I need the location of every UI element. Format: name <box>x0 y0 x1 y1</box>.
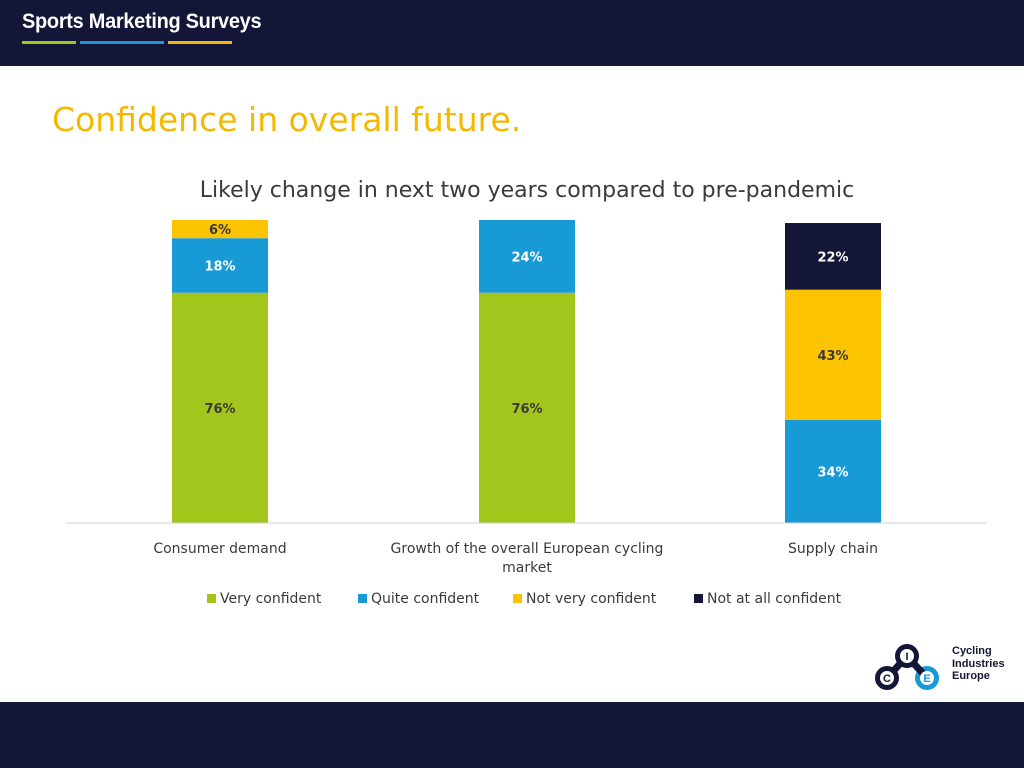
bar-data-label: 76% <box>204 402 235 417</box>
bar-data-label: 18% <box>204 259 235 274</box>
bar-data-label: 24% <box>511 250 542 265</box>
bar-data-label: 6% <box>209 223 231 238</box>
logo-letter-i: I <box>905 651 908 663</box>
brand-logo-text: Sports Marketing Surveys <box>22 10 262 33</box>
bar-data-label: 43% <box>817 349 848 364</box>
brand-underline-green <box>22 41 76 44</box>
bar-segment <box>785 289 881 420</box>
header-bar: Sports Marketing Surveys <box>0 0 1024 66</box>
brand-underline-blue <box>80 41 164 44</box>
legend-swatch <box>513 594 522 603</box>
cycling-industries-europe-logo: C I E <box>875 644 939 690</box>
bar-segment <box>172 220 268 239</box>
category-label: Growth of the overall European cycling <box>391 541 664 557</box>
bar-data-label: 22% <box>817 250 848 265</box>
category-label: Supply chain <box>788 541 878 557</box>
legend-swatch <box>358 594 367 603</box>
logo-text-line: Europe <box>952 670 990 682</box>
legend-label: Quite confident <box>371 591 480 607</box>
brand-underline-yellow <box>168 41 232 44</box>
logo-text-line: Cycling <box>952 645 992 657</box>
legend-label: Very confident <box>220 591 322 607</box>
logo-letter-c: C <box>883 673 891 685</box>
bar-segment <box>172 292 268 523</box>
bar-segment <box>785 419 881 523</box>
chart-title: Likely change in next two years compared… <box>200 178 854 203</box>
bar-segment <box>479 220 575 293</box>
logo-wordmark: Cycling Industries Europe <box>952 645 1022 683</box>
bar-data-label: 76% <box>511 402 542 417</box>
legend-swatch <box>207 594 216 603</box>
stacked-bar-chart: Likely change in next two years compared… <box>66 178 986 607</box>
logo-letter-e: E <box>923 673 930 685</box>
legend-swatch <box>694 594 703 603</box>
footer-bar <box>0 702 1024 768</box>
legend-label: Not very confident <box>526 591 657 607</box>
category-label: market <box>502 560 552 576</box>
category-label: Consumer demand <box>153 541 286 557</box>
legend-label: Not at all confident <box>707 591 842 607</box>
page-title: Confidence in overall future. <box>52 100 522 139</box>
bar-data-label: 34% <box>817 465 848 480</box>
bar-segment <box>172 238 268 293</box>
bar-segment <box>479 292 575 523</box>
logo-text-line: Industries <box>952 657 1005 670</box>
bar-segment <box>785 223 881 290</box>
